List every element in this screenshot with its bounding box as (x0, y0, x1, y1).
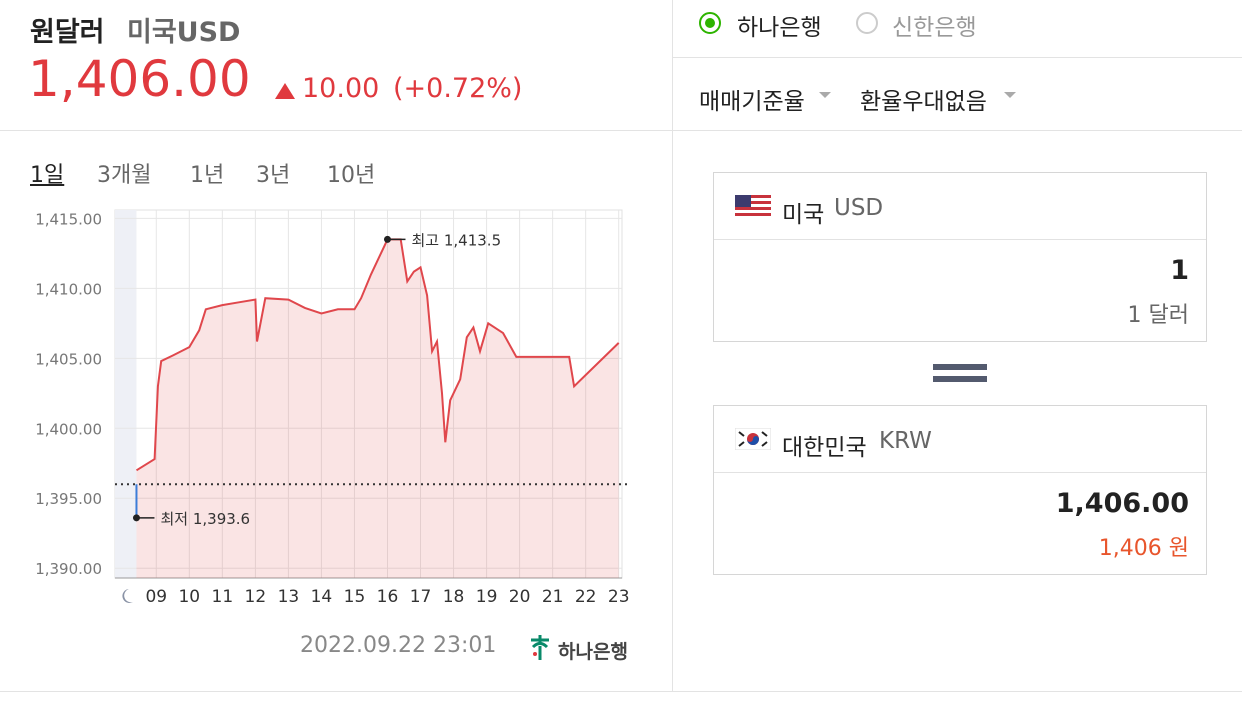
amount-text: 1,406 원 (1098, 536, 1189, 561)
dropdown[interactable]: 환율우대없음 (860, 89, 987, 115)
country: 미국 (782, 202, 825, 228)
caret (819, 92, 831, 98)
line (135, 238, 620, 472)
price: 1,406.00 (28, 50, 251, 108)
x-tick-label: 14 (311, 587, 333, 607)
amount-text: 1 달러 (1127, 303, 1189, 328)
plot-background (114, 209, 623, 579)
x-tick-label: 15 (344, 587, 366, 607)
amount: 1 (1170, 255, 1189, 286)
flag-us (735, 195, 771, 217)
area (136, 239, 619, 578)
title: 원달러 (30, 17, 105, 48)
tab[interactable]: 10년 (327, 163, 376, 188)
tab[interactable]: 3년 (256, 163, 291, 188)
currency-card: 미국 USD 1 1 달러 (713, 172, 1207, 342)
radio-selected[interactable] (698, 11, 722, 35)
x-tick-label: 16 (377, 587, 399, 607)
change: 10.00 (302, 73, 380, 104)
amount: 1,406.00 (1055, 488, 1189, 519)
caret (1004, 92, 1016, 98)
bank-option[interactable]: 하나은행 (737, 15, 822, 41)
bank-option[interactable]: 신한은행 (892, 15, 977, 41)
tab[interactable]: 1일 (30, 163, 65, 188)
y-tick-label: 1,415.00 (35, 210, 102, 228)
x-tick-label: 18 (443, 587, 465, 607)
annotation-point (132, 514, 140, 522)
timestamp: 2022.09.22 23:01 (300, 633, 497, 658)
y-tick-label: 1,390.00 (35, 560, 102, 578)
annotation-label: 최고 1,413.5 (411, 231, 501, 249)
x-tick-label: 11 (212, 587, 234, 607)
source: 하나은행 (558, 641, 628, 663)
x-tick-label: 23 (608, 587, 630, 607)
annotation-point (383, 235, 391, 243)
y-tick-label: 1,395.00 (35, 490, 102, 508)
bank-logo (531, 635, 549, 660)
x-tick-label: 20 (509, 587, 531, 607)
equals (933, 364, 987, 382)
radio[interactable] (855, 11, 879, 35)
x-tick-label: 09 (145, 587, 167, 607)
tab[interactable]: 1년 (190, 163, 225, 188)
x-tick-label: 19 (476, 587, 498, 607)
y-tick-label: 1,410.00 (35, 280, 102, 298)
divider (0, 691, 1242, 692)
dropdown[interactable]: 매매기준율 (699, 89, 805, 115)
change-percent: (+0.72%) (393, 73, 523, 104)
country: 대한민국 (782, 435, 867, 461)
up-arrow (275, 83, 295, 99)
moon-icon (122, 589, 133, 603)
subtitle: 미국USD (127, 17, 241, 48)
currency-code: USD (834, 195, 884, 221)
y-tick-label: 1,405.00 (35, 350, 102, 368)
annotation-label: 최저 1,393.6 (160, 510, 250, 528)
x-tick-label: 21 (542, 587, 564, 607)
chart: 1,390.00 1,395.00 1,400.00 1,405.00 1,410.00… (35, 209, 630, 607)
night-band (115, 210, 137, 578)
divider (0, 130, 1242, 131)
divider (673, 57, 1242, 58)
x-tick-label: 13 (278, 587, 300, 607)
x-tick-label: 17 (410, 587, 432, 607)
divider (672, 0, 673, 692)
flag-kr (735, 428, 771, 450)
tab[interactable]: 3개월 (97, 163, 152, 188)
x-tick-label: 12 (245, 587, 267, 607)
y-tick-label: 1,400.00 (35, 420, 102, 438)
x-tick-label: 10 (178, 587, 200, 607)
x-tick-label: 22 (575, 587, 597, 607)
currency-code: KRW (879, 428, 932, 454)
currency-card: 대한민국 KRW 1,406.00 1,406 원 (713, 405, 1207, 575)
